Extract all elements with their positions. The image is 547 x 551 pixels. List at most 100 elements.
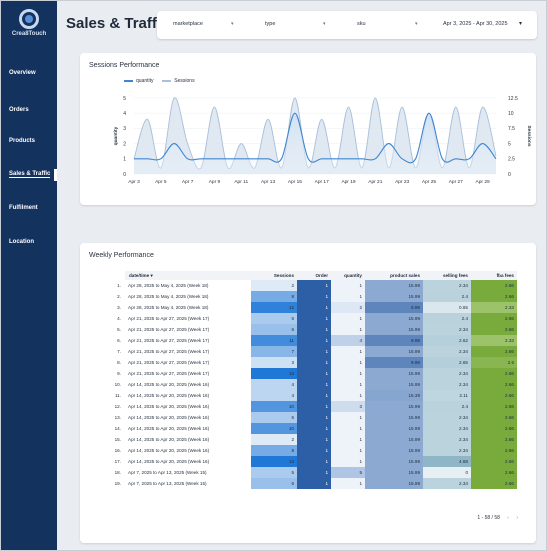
table-header-selling-fees[interactable]: selling fees: [423, 271, 471, 280]
sessions-performance-card: Sessions Performance quantity Sessions 0…: [80, 53, 536, 205]
row-date: Apr 28, 2025 to May 4, 2025 (Week 18): [128, 305, 209, 310]
sidebar-item-fulfilment[interactable]: Fulfilment: [9, 205, 38, 211]
row-quantity: 1: [331, 280, 365, 291]
filter-marketplace-label: marketplace: [173, 21, 203, 27]
row-index: 2.: [117, 294, 121, 299]
row-fba-fees: 2.66: [471, 467, 517, 478]
row-order: 1: [297, 335, 331, 346]
row-quantity: 1: [331, 445, 365, 456]
table-row[interactable]: 10. Apr 14, 2025 to Apr 20, 2025 (Week 16…: [109, 379, 517, 390]
table-row[interactable]: 2. Apr 28, 2025 to May 4, 2025 (Week 18) 8…: [109, 291, 517, 302]
filter-sku-label: sku: [357, 21, 366, 27]
row-quantity: 1: [331, 291, 365, 302]
table-row[interactable]: 17. Apr 14, 2025 to Apr 20, 2025 (Week 16…: [109, 456, 517, 467]
sidebar-item-location[interactable]: Location: [9, 239, 34, 245]
row-quantity: 1: [331, 346, 365, 357]
row-order: 1: [297, 280, 331, 291]
table-row[interactable]: 15. Apr 14, 2025 to Apr 20, 2025 (Week 16…: [109, 434, 517, 445]
row-index: 14.: [114, 426, 121, 431]
table-header-date[interactable]: date/time ▾: [125, 271, 251, 280]
table-row[interactable]: 19. Apr 7, 2025 to Apr 13, 2025 (Week 15)…: [109, 478, 517, 489]
legend-label-quantity: quantity: [136, 78, 154, 84]
y2-axis-title: Sessions: [526, 125, 532, 146]
filter-type[interactable]: type ▾: [265, 21, 326, 27]
row-selling-fees: 2.4: [423, 291, 471, 302]
row-product-sales: 15.99: [365, 401, 423, 412]
pager-prev-icon[interactable]: ‹: [507, 515, 509, 521]
row-fba-fees: 2.66: [471, 313, 517, 324]
row-order: 1: [297, 390, 331, 401]
table-row[interactable]: 3. Apr 28, 2025 to May 4, 2025 (Week 18) 1…: [109, 302, 517, 313]
row-fba-fees: 2.66: [471, 346, 517, 357]
row-date: Apr 7, 2025 to Apr 13, 2025 (Week 15): [128, 481, 207, 486]
quantity-line: [134, 112, 497, 164]
row-date: Apr 21, 2025 to Apr 27, 2025 (Week 17): [128, 360, 210, 365]
date-range-dropdown-icon[interactable]: ▾: [519, 21, 523, 27]
legend-swatch-quantity: [124, 80, 133, 82]
chevron-down-icon: ▾: [415, 21, 418, 27]
row-product-sales: 15.99: [365, 368, 423, 379]
row-selling-fees: 2.4: [423, 313, 471, 324]
table-row[interactable]: 12. Apr 14, 2025 to Apr 20, 2025 (Week 16…: [109, 401, 517, 412]
table-row[interactable]: 5. Apr 21, 2025 to Apr 27, 2025 (Week 17)…: [109, 324, 517, 335]
row-sessions: 4: [251, 390, 297, 401]
table-row[interactable]: 8. Apr 21, 2025 to Apr 27, 2025 (Week 17)…: [109, 357, 517, 368]
row-fba-fees: 2.33: [471, 302, 517, 313]
x-tick-label: Apr 27: [449, 179, 463, 185]
row-sessions: 6: [251, 324, 297, 335]
table-row[interactable]: 18. Apr 7, 2025 to Apr 13, 2025 (Week 15)…: [109, 467, 517, 478]
row-date: Apr 21, 2025 to Apr 27, 2025 (Week 17): [128, 316, 210, 321]
row-selling-fees: 2.34: [423, 423, 471, 434]
brand-logo[interactable]: Crea8Touch: [7, 9, 51, 43]
y-tick-label: 3: [123, 126, 126, 132]
date-range-picker[interactable]: Apr 3, 2025 - Apr 30, 2025: [443, 21, 508, 27]
table-row[interactable]: 4. Apr 21, 2025 to Apr 27, 2025 (Week 17)…: [109, 313, 517, 324]
row-order: 1: [297, 445, 331, 456]
row-index: 3.: [117, 305, 121, 310]
row-sessions: 3: [251, 357, 297, 368]
table-row[interactable]: 9. Apr 21, 2025 to Apr 27, 2025 (Week 17)…: [109, 368, 517, 379]
row-fba-fees: 2.66: [471, 379, 517, 390]
row-date: Apr 21, 2025 to Apr 27, 2025 (Week 17): [128, 327, 210, 332]
table-row[interactable]: 1. Apr 28, 2025 to May 4, 2025 (Week 18) 2…: [109, 280, 517, 291]
legend-swatch-sessions: [162, 80, 172, 82]
table-header-order[interactable]: Order: [297, 271, 331, 280]
sidebar-item-products[interactable]: Products: [9, 138, 36, 144]
row-fba-fees: 2.66: [471, 445, 517, 456]
table-header-product-sales[interactable]: product sales: [365, 271, 423, 280]
table-header-fba-fees[interactable]: fba fees: [471, 271, 517, 280]
row-date: Apr 14, 2025 to Apr 20, 2025 (Week 16): [128, 459, 210, 464]
sidebar-item-overview[interactable]: Overview: [9, 70, 36, 76]
row-sessions: 5: [251, 313, 297, 324]
row-date: Apr 7, 2025 to Apr 13, 2025 (Week 15): [128, 470, 207, 475]
table-row[interactable]: 14. Apr 14, 2025 to Apr 20, 2025 (Week 16…: [109, 423, 517, 434]
table-row[interactable]: 16. Apr 14, 2025 to Apr 20, 2025 (Week 16…: [109, 445, 517, 456]
row-date: Apr 14, 2025 to Apr 20, 2025 (Week 16): [128, 393, 210, 398]
chevron-down-icon: ▾: [231, 21, 234, 27]
row-sessions: 13: [251, 368, 297, 379]
table-row[interactable]: 11. Apr 14, 2025 to Apr 20, 2025 (Week 16…: [109, 390, 517, 401]
table-header-quantity[interactable]: quantity: [331, 271, 365, 280]
filter-sku[interactable]: sku ▾: [357, 21, 418, 27]
pager-next-icon[interactable]: ›: [516, 515, 518, 521]
table-row[interactable]: 13. Apr 14, 2025 to Apr 20, 2025 (Week 16…: [109, 412, 517, 423]
table-row[interactable]: 7. Apr 21, 2025 to Apr 27, 2025 (Week 17)…: [109, 346, 517, 357]
table-header-sessions[interactable]: Sessions: [251, 271, 297, 280]
row-selling-fees: 0.65: [423, 302, 471, 313]
row-fba-fees: 2.66: [471, 434, 517, 445]
row-product-sales: 15.99: [365, 478, 423, 489]
table-row[interactable]: 6. Apr 21, 2025 to Apr 27, 2025 (Week 17)…: [109, 335, 517, 346]
x-tick-label: Apr 19: [341, 179, 355, 185]
filter-marketplace[interactable]: marketplace ▾: [173, 21, 234, 27]
row-sessions: 10: [251, 423, 297, 434]
x-tick-label: Apr 29: [476, 179, 490, 185]
row-product-sales: 15.99: [365, 456, 423, 467]
sidebar-item-sales-traffic[interactable]: Sales & Traffic: [9, 171, 51, 178]
page-title: Sales & Traffic: [66, 15, 170, 32]
y2-tick-label: 12.5: [508, 96, 518, 102]
row-fba-fees: 2.66: [471, 456, 517, 467]
sidebar-item-orders[interactable]: Orders: [9, 107, 29, 113]
row-selling-fees: 2.34: [423, 434, 471, 445]
row-selling-fees: 2.34: [423, 379, 471, 390]
chart-legend: quantity Sessions: [124, 78, 195, 84]
